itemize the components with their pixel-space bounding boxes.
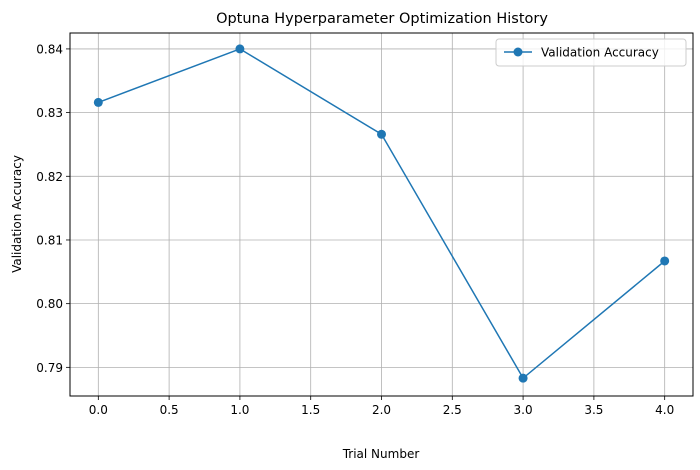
data-point: [660, 256, 670, 266]
x-tick-label: 1.0: [230, 403, 249, 417]
data-point: [377, 129, 386, 139]
y-tick-label: 0.82: [36, 170, 63, 184]
legend: Validation Accuracy: [495, 38, 687, 67]
x-tick-label: 0.0: [89, 403, 108, 417]
grid: [70, 33, 693, 396]
x-tick-label: 2.0: [372, 403, 391, 417]
x-tick-label: 1.5: [301, 403, 320, 417]
x-tick-label: 0.5: [160, 403, 179, 417]
x-axis-label: Trial Number: [342, 447, 420, 461]
x-tick-label: 3.0: [514, 403, 533, 417]
y-tick-label: 0.84: [36, 42, 63, 56]
y-tick-label: 0.83: [36, 106, 63, 120]
chart-title: Optuna Hyperparameter Optimization Histo…: [216, 11, 548, 27]
y-tick-label: 0.80: [36, 297, 63, 311]
y-tick-label: 0.79: [36, 361, 63, 375]
x-tick-label: 3.5: [584, 403, 603, 417]
legend-entry-label: Validation Accuracy: [541, 46, 659, 60]
axis-ticks: 0.0 0.5 1.0 1.5 2.0 2.5 3.0 3.5 4.0 0.79 0.80 0.81 0…: [36, 42, 674, 417]
data-point: [235, 44, 245, 54]
legend-box: [495, 38, 687, 67]
series-layer: [93, 44, 670, 383]
x-tick-label: 4.0: [655, 403, 674, 417]
data-point: [93, 97, 103, 107]
data-point: [518, 373, 528, 383]
x-tick-label: 2.5: [443, 403, 462, 417]
y-axis-label: Validation Accuracy: [10, 155, 24, 273]
y-tick-label: 0.81: [36, 233, 63, 247]
legend-marker-swatch: [513, 47, 523, 57]
